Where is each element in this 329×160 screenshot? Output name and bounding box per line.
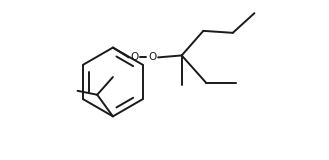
Text: O: O bbox=[148, 52, 156, 62]
Text: O: O bbox=[130, 52, 139, 62]
